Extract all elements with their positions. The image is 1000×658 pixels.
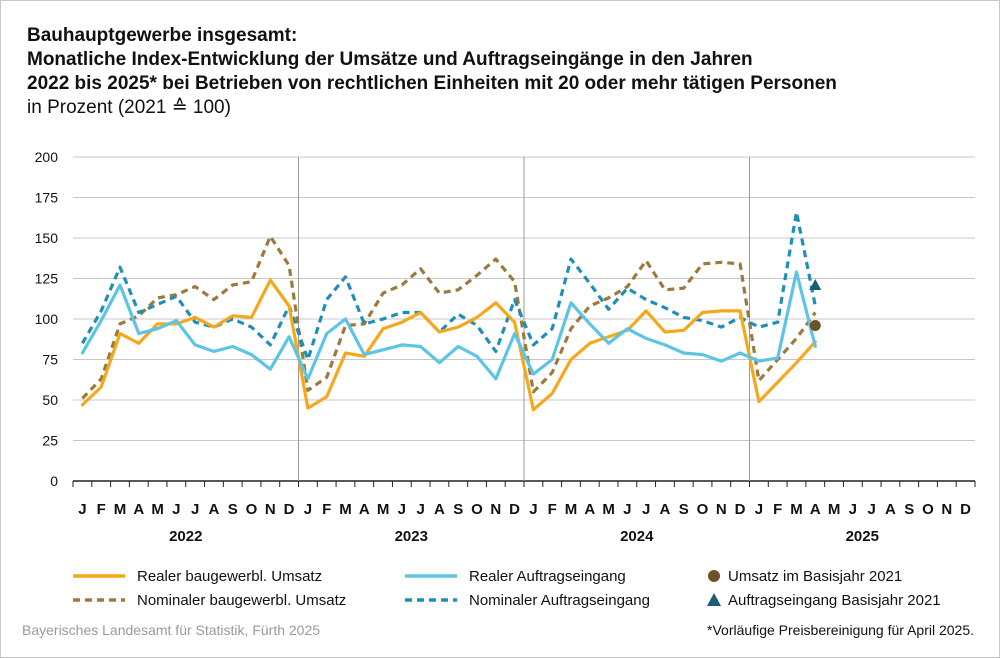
x-tick-label: D (509, 501, 520, 518)
x-tick-label: M (114, 501, 127, 518)
x-tick-label: J (755, 501, 763, 518)
footnote: *Vorläufige Preisbereinigung für April 2… (707, 622, 974, 638)
y-tick-label: 0 (50, 473, 58, 489)
x-tick-label: O (246, 501, 258, 518)
series-line (81, 234, 817, 400)
x-tick-label: S (228, 501, 238, 518)
title-line-2: Monatliche Index-Entwicklung der Umsätze… (27, 49, 753, 70)
legend-label: Nominaler Auftragseingang (469, 592, 650, 609)
title-line-1: Bauhauptgewerbe insgesamt: (27, 25, 298, 46)
x-tick-label: A (133, 501, 144, 518)
x-tick-label: M (151, 501, 164, 518)
x-tick-label: F (97, 501, 106, 518)
year-label: 2023 (395, 528, 428, 545)
chart-title: Bauhauptgewerbe insgesamt: Monatliche In… (27, 24, 987, 120)
basis-umsatz-marker (809, 319, 821, 331)
y-tick-label: 150 (35, 230, 59, 246)
x-tick-label: F (773, 501, 782, 518)
y-tick-label: 25 (42, 433, 58, 449)
title-line-3: 2022 bis 2025* bei Betrieben von rechtli… (27, 73, 837, 94)
x-tick-label: A (584, 501, 595, 518)
x-tick-label: N (490, 501, 501, 518)
x-tick-label: N (265, 501, 276, 518)
x-tick-label: D (284, 501, 295, 518)
x-tick-label: J (416, 501, 424, 518)
x-tick-label: M (377, 501, 390, 518)
year-label: 2025 (846, 528, 879, 545)
series-line (80, 278, 817, 412)
x-tick-label: A (434, 501, 445, 518)
x-tick-label: M (790, 501, 803, 518)
y-tick-label: 100 (35, 311, 59, 327)
x-tick-label: N (941, 501, 952, 518)
series-line (80, 270, 817, 381)
x-tick-label: J (191, 501, 199, 518)
x-tick-label: J (849, 501, 857, 518)
legend-label: Realer baugewerbl. Umsatz (137, 568, 322, 585)
year-label: 2022 (169, 528, 202, 545)
y-tick-label: 175 (35, 190, 59, 206)
legend-circle-marker (708, 570, 720, 582)
year-label: 2024 (620, 528, 654, 545)
x-tick-label: O (697, 501, 709, 518)
x-tick-label: J (398, 501, 406, 518)
x-tick-label: D (960, 501, 971, 518)
x-tick-label: O (922, 501, 934, 518)
x-tick-label: A (209, 501, 220, 518)
x-tick-label: S (453, 501, 463, 518)
legend-label: Nominaler baugewerbl. Umsatz (137, 592, 346, 609)
y-tick-label: 200 (35, 149, 59, 165)
y-tick-label: 50 (42, 392, 58, 408)
y-tick-label: 75 (42, 352, 58, 368)
x-tick-label: S (679, 501, 689, 518)
x-tick-label: J (529, 501, 537, 518)
x-tick-label: J (867, 501, 875, 518)
legend-label: Umsatz im Basisjahr 2021 (728, 568, 902, 585)
x-tick-label: A (359, 501, 370, 518)
x-tick-label: F (548, 501, 557, 518)
legend-label: Realer Auftragseingang (469, 568, 626, 585)
x-tick-label: A (810, 501, 821, 518)
series-line (81, 210, 817, 362)
x-tick-label: J (623, 501, 631, 518)
x-tick-label: J (304, 501, 312, 518)
legend-label: Auftragseingang Basisjahr 2021 (728, 592, 941, 609)
x-tick-label: M (339, 501, 352, 518)
x-tick-label: M (828, 501, 841, 518)
x-tick-label: A (885, 501, 896, 518)
x-tick-label: J (642, 501, 650, 518)
x-tick-label: D (735, 501, 746, 518)
source-note: Bayerisches Landesamt für Statistik, Für… (22, 622, 321, 638)
x-tick-label: M (565, 501, 578, 518)
x-tick-label: M (602, 501, 615, 518)
y-tick-label: 125 (35, 271, 59, 287)
x-tick-label: J (172, 501, 180, 518)
x-tick-label: N (716, 501, 727, 518)
basis-auftrag-marker (809, 278, 822, 290)
x-tick-label: F (322, 501, 331, 518)
x-tick-label: O (471, 501, 483, 518)
x-tick-label: A (660, 501, 671, 518)
x-tick-label: J (78, 501, 86, 518)
legend-triangle-marker (707, 593, 721, 606)
title-line-4: in Prozent (2021 ≙ 100) (27, 97, 231, 118)
x-tick-label: S (904, 501, 914, 518)
